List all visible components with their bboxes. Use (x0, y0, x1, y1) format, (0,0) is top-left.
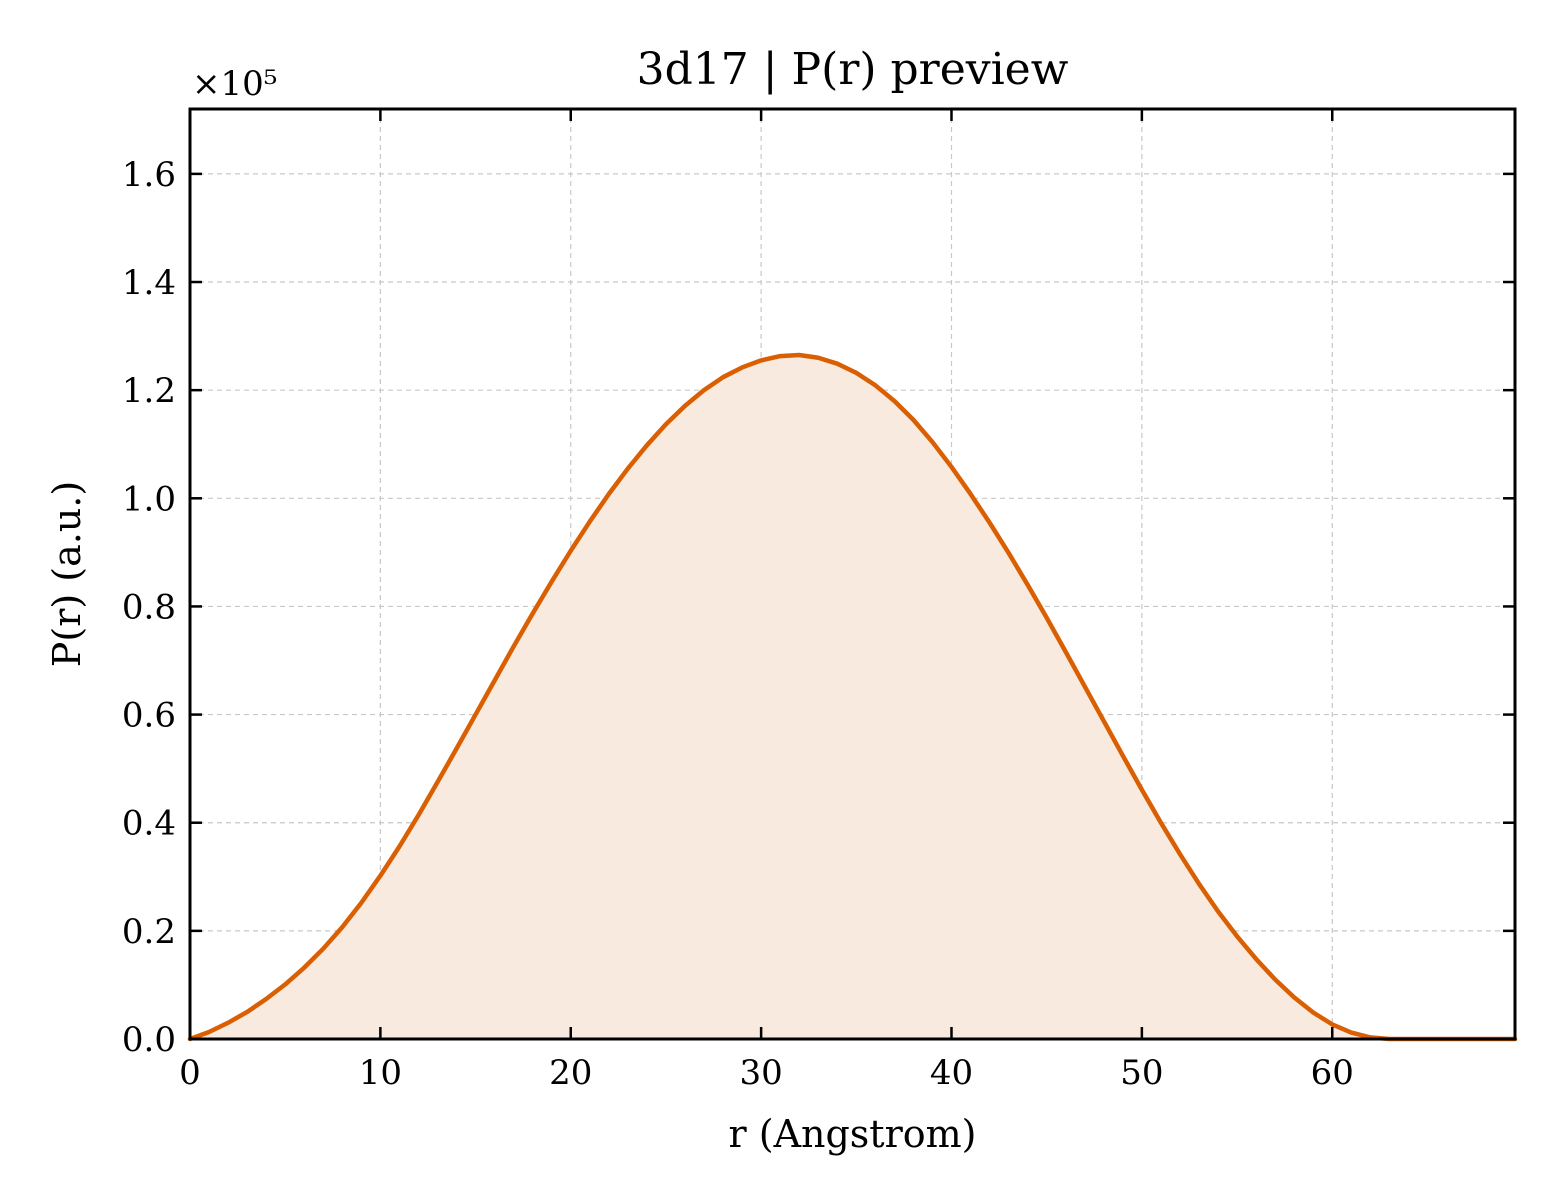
x-tick-label: 60 (1311, 1053, 1354, 1093)
x-axis-label: r (Angstrom) (729, 1112, 977, 1156)
y-axis-offset-label: ×10⁵ (192, 64, 277, 104)
chart-title: 3d17 | P(r) preview (637, 44, 1069, 95)
y-tick-label: 1.0 (122, 479, 176, 519)
y-tick-label: 0.6 (122, 696, 176, 736)
x-tick-label: 10 (359, 1053, 402, 1093)
y-tick-label: 1.2 (122, 371, 176, 411)
series-area (190, 355, 1515, 1039)
tick-labels: 0 10 20 30 40 50 60 0.0 0.2 0.4 0.6 0.8 1.0 1.2 1.4 1.6 (122, 155, 1354, 1093)
y-tick-label: 0.2 (122, 912, 176, 952)
plot-series-line (187, 352, 1518, 1042)
x-tick-label: 50 (1120, 1053, 1163, 1093)
y-tick-label: 0.0 (122, 1020, 176, 1060)
x-tick-label: 30 (739, 1053, 782, 1093)
x-tick-label: 40 (930, 1053, 973, 1093)
y-tick-label: 0.8 (122, 587, 176, 627)
y-axis-label: P(r) (a.u.) (45, 481, 89, 667)
y-tick-label: 1.4 (122, 263, 176, 303)
plot-frame (188, 107, 1517, 1041)
x-tick-label: 20 (549, 1053, 592, 1093)
y-tick-label: 0.4 (122, 804, 176, 844)
y-tick-label: 1.6 (122, 155, 176, 195)
x-tick-label: 0 (179, 1053, 201, 1093)
series-line (187, 352, 1518, 1042)
plot-area-fill (190, 355, 1515, 1039)
